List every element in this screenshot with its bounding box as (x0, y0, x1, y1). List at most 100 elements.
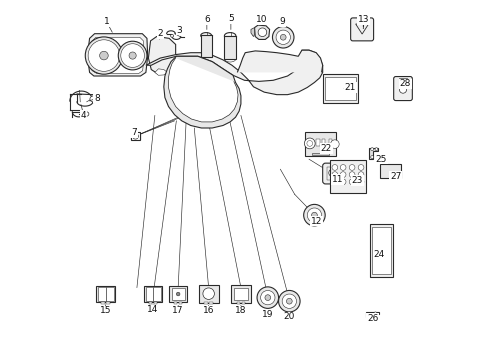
Polygon shape (366, 312, 378, 317)
Text: 14: 14 (147, 305, 159, 314)
Bar (380, 164, 400, 178)
Text: 18: 18 (235, 306, 246, 315)
Circle shape (282, 294, 296, 309)
Circle shape (304, 138, 314, 149)
Bar (198, 285, 218, 303)
Bar (316, 139, 319, 145)
Circle shape (88, 40, 120, 71)
Polygon shape (148, 37, 175, 74)
Bar (328, 139, 332, 145)
Bar (201, 36, 211, 57)
Bar (131, 132, 140, 140)
Bar (321, 139, 325, 145)
Circle shape (170, 35, 173, 37)
Text: 10: 10 (255, 15, 267, 24)
Text: 4: 4 (81, 111, 86, 120)
Bar (174, 302, 177, 305)
Bar (323, 74, 357, 103)
Circle shape (100, 51, 108, 60)
Text: 15: 15 (100, 306, 111, 315)
Bar (356, 18, 367, 20)
Bar (236, 302, 240, 305)
Text: 5: 5 (227, 14, 233, 23)
Circle shape (272, 27, 293, 48)
Bar (369, 224, 392, 277)
Circle shape (374, 148, 377, 150)
Circle shape (306, 140, 312, 146)
Circle shape (357, 179, 363, 185)
Bar (304, 132, 336, 156)
Circle shape (203, 288, 214, 300)
Bar (241, 302, 244, 305)
Circle shape (357, 172, 363, 177)
Bar (148, 302, 152, 305)
Polygon shape (163, 56, 241, 128)
Circle shape (132, 134, 138, 139)
Circle shape (118, 41, 147, 70)
Bar (311, 153, 329, 155)
Circle shape (348, 179, 354, 185)
Circle shape (280, 35, 285, 40)
Circle shape (176, 292, 180, 296)
Text: 24: 24 (373, 250, 384, 259)
Text: 19: 19 (262, 310, 273, 319)
Polygon shape (155, 69, 167, 75)
Polygon shape (254, 25, 269, 40)
FancyBboxPatch shape (393, 77, 411, 100)
Bar (169, 286, 187, 302)
Bar (209, 302, 212, 305)
Bar (204, 302, 207, 305)
Circle shape (340, 165, 346, 170)
Circle shape (331, 179, 337, 185)
Polygon shape (90, 37, 144, 73)
Text: 17: 17 (172, 306, 183, 315)
Circle shape (257, 287, 278, 309)
Bar (171, 288, 184, 300)
Polygon shape (368, 148, 377, 159)
Text: 6: 6 (203, 15, 209, 24)
Circle shape (90, 96, 96, 102)
Circle shape (303, 204, 325, 226)
Circle shape (260, 291, 274, 305)
Text: 25: 25 (375, 155, 386, 164)
Text: 16: 16 (203, 306, 214, 315)
Text: 23: 23 (351, 176, 363, 185)
Text: 2: 2 (157, 29, 163, 38)
Circle shape (357, 165, 363, 170)
Circle shape (286, 298, 292, 304)
FancyBboxPatch shape (350, 18, 373, 41)
Circle shape (84, 112, 89, 116)
Circle shape (276, 30, 290, 44)
Text: 26: 26 (366, 314, 378, 323)
Circle shape (306, 208, 321, 222)
Bar (105, 287, 113, 301)
Bar (371, 227, 390, 274)
Bar (153, 302, 157, 305)
Circle shape (340, 172, 346, 177)
Polygon shape (250, 28, 254, 37)
Bar (101, 302, 104, 305)
Text: 3: 3 (176, 26, 182, 35)
Text: 8: 8 (94, 94, 100, 103)
Bar (98, 287, 105, 301)
Text: 21: 21 (344, 83, 355, 92)
Polygon shape (87, 34, 147, 76)
Polygon shape (168, 58, 238, 122)
Circle shape (129, 52, 136, 59)
Text: 20: 20 (283, 312, 294, 321)
Bar (230, 285, 250, 303)
Text: 7: 7 (131, 128, 137, 137)
Circle shape (348, 172, 354, 177)
Bar (325, 77, 355, 100)
FancyBboxPatch shape (322, 163, 341, 184)
Bar (398, 78, 407, 82)
Circle shape (370, 148, 373, 150)
Text: 11: 11 (331, 175, 343, 184)
Circle shape (121, 44, 144, 67)
Circle shape (264, 295, 270, 301)
Polygon shape (237, 50, 322, 72)
Text: !: ! (360, 26, 363, 31)
Text: 12: 12 (310, 217, 321, 226)
Bar (179, 302, 182, 305)
Bar (224, 36, 235, 59)
